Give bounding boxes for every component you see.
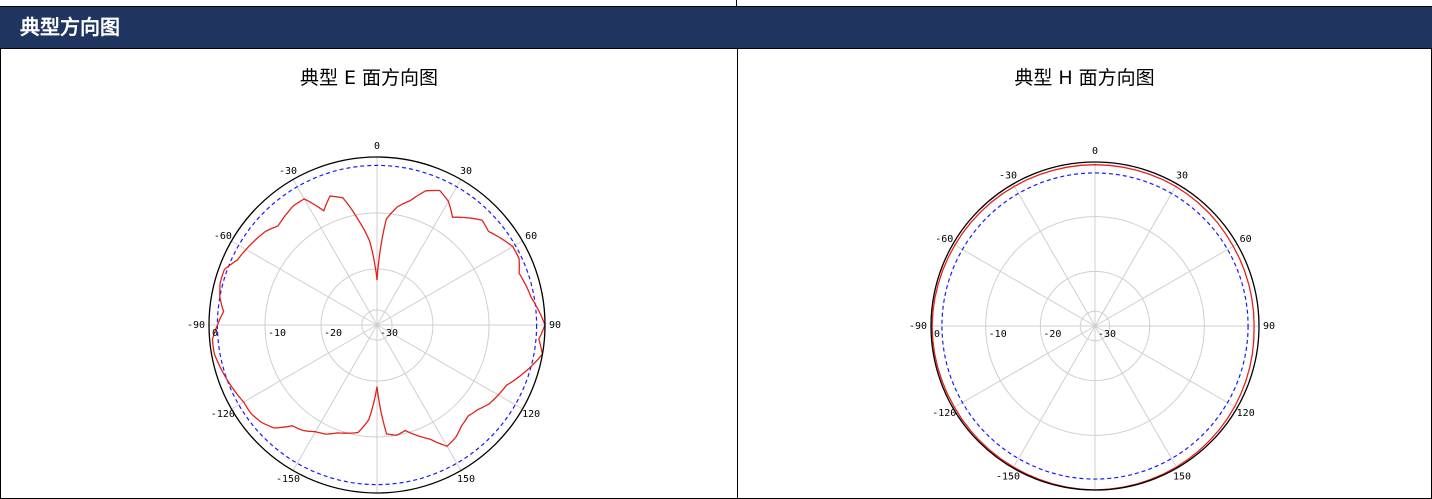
- grid-spoke: [231, 324, 378, 410]
- angle-tick-label: 60: [525, 231, 537, 242]
- angle-tick-label: -30: [999, 170, 1017, 181]
- grid-spoke: [1094, 325, 1238, 409]
- grid-spoke: [376, 324, 462, 471]
- radial-tick-label: -10: [268, 328, 286, 339]
- section-header: 典型方向图: [0, 6, 1432, 48]
- angle-tick-label: 120: [1237, 408, 1255, 419]
- angle-tick-label: 30: [1176, 170, 1188, 181]
- angle-tick-label: 30: [460, 166, 472, 177]
- radial-tick-label: 0: [934, 329, 940, 340]
- angle-tick-label: 0: [1092, 146, 1098, 157]
- e-plane-polar-chart: 0306090120150±180-150-120-90-60-300-10-2…: [187, 141, 561, 494]
- radial-tick-label: -20: [324, 328, 342, 339]
- outer-ring: [208, 156, 546, 494]
- angle-tick-label: 90: [549, 320, 561, 331]
- angle-tick-label: -60: [214, 231, 232, 242]
- grid-spoke: [376, 179, 462, 326]
- angle-tick-label: -90: [187, 320, 205, 331]
- angle-tick-label: 120: [522, 409, 540, 420]
- radial-tick-label: 0: [212, 328, 218, 339]
- radial-tick-label: -20: [1043, 329, 1061, 340]
- angle-tick-label: -30: [279, 166, 297, 177]
- h-plane-polar-chart: 0306090120150±180-150-120-90-60-300-10-2…: [909, 146, 1275, 499]
- angle-tick-label: -120: [932, 408, 956, 419]
- grid-spoke: [1094, 325, 1178, 469]
- grid-spoke: [1094, 183, 1178, 327]
- grid-spoke: [1094, 243, 1238, 327]
- angle-tick-label: -90: [909, 321, 927, 332]
- grid-spoke: [231, 240, 378, 326]
- grid-spoke: [292, 324, 378, 471]
- h-plane-panel: 典型 H 面方向图 0306090120150±180-150-120-90-6…: [737, 48, 1432, 499]
- grid-spoke: [952, 325, 1096, 409]
- reference-ring: [216, 164, 538, 486]
- outer-ring: [930, 161, 1260, 491]
- grid-spoke: [1012, 325, 1096, 469]
- reference-ring: [941, 172, 1249, 480]
- grid-spoke: [952, 243, 1096, 327]
- angle-tick-label: 150: [1173, 472, 1191, 483]
- grid-spoke: [376, 240, 523, 326]
- pattern-curve: [211, 189, 546, 447]
- radial-tick-label: -30: [1098, 329, 1116, 340]
- angle-tick-label: -120: [211, 409, 235, 420]
- grid-spoke: [376, 324, 523, 410]
- e-plane-title: 典型 E 面方向图: [299, 67, 439, 89]
- grid-spoke: [1012, 183, 1096, 327]
- angle-tick-label: 90: [1263, 321, 1275, 332]
- angle-tick-label: 0: [374, 141, 380, 152]
- h-plane-title: 典型 H 面方向图: [1014, 67, 1155, 89]
- e-plane-panel: 典型 E 面方向图 0306090120150±180-150-120-90-6…: [0, 48, 738, 499]
- top-border-strip: [0, 0, 1432, 6]
- grid-spoke: [292, 179, 378, 326]
- angle-tick-label: -150: [276, 474, 300, 485]
- angle-tick-label: -60: [935, 234, 953, 245]
- radial-tick-label: -30: [380, 328, 398, 339]
- angle-tick-label: -150: [996, 472, 1020, 483]
- column-divider-tick: [736, 0, 737, 6]
- radial-tick-label: -10: [989, 329, 1007, 340]
- angle-tick-label: 150: [457, 474, 475, 485]
- angle-tick-label: 60: [1240, 234, 1252, 245]
